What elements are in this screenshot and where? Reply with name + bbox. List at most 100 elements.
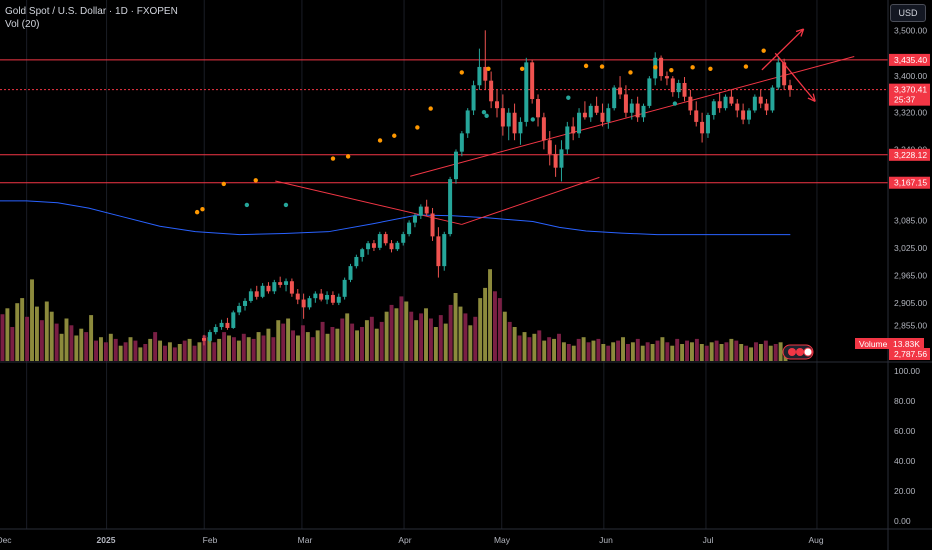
price-tick-label: 3,500.00	[894, 25, 927, 35]
volume-bar	[709, 342, 714, 361]
volume-bar	[394, 308, 399, 361]
volume-bar	[79, 328, 84, 361]
volume-bar	[59, 333, 64, 361]
signal-dot	[481, 110, 487, 115]
volume-bar	[680, 344, 685, 361]
candle	[266, 282, 271, 294]
signal-dot	[330, 156, 336, 161]
volume-bar	[497, 298, 502, 361]
volume-bar	[54, 323, 59, 361]
signal-dot	[415, 125, 420, 130]
currency-button[interactable]: USD	[890, 4, 926, 22]
arrow-line[interactable]	[774, 52, 816, 102]
candle	[401, 231, 406, 246]
candle	[336, 293, 341, 306]
candle	[207, 329, 212, 343]
volume-bar	[5, 308, 10, 361]
volume-bar	[355, 330, 360, 361]
volume-bar	[763, 340, 768, 361]
volume-bar	[773, 344, 778, 361]
volume-bar	[364, 320, 369, 361]
signal-dot	[194, 209, 200, 215]
candle	[418, 204, 423, 219]
volume-bar	[660, 337, 665, 361]
signal-dots	[194, 48, 766, 215]
projection-arrows[interactable]	[761, 28, 816, 102]
lower-tick-label: 60.00	[894, 426, 916, 436]
volume-bar	[473, 316, 478, 361]
price-tick-label: 2,905.00	[894, 298, 927, 308]
candle	[670, 76, 675, 97]
volume-bar	[507, 321, 512, 361]
volume-bar	[241, 333, 246, 361]
volume-bar	[419, 313, 424, 361]
volume-bar	[163, 345, 167, 361]
volume-bar	[586, 342, 591, 361]
volume-bar	[493, 291, 497, 361]
volume-bar	[650, 344, 655, 361]
volume-bar	[517, 335, 522, 361]
volume-bar	[128, 337, 133, 361]
volume-bar	[754, 342, 758, 361]
volume-bar	[197, 342, 202, 361]
volume-bar	[414, 320, 419, 361]
volume-bar	[379, 321, 384, 361]
candle	[512, 103, 517, 141]
time-tick-label: Mar	[298, 535, 313, 545]
arrow-line[interactable]	[761, 28, 805, 71]
volume-bar	[635, 338, 640, 361]
candle	[325, 291, 330, 305]
price-label	[889, 176, 930, 189]
candle	[729, 89, 734, 106]
candle	[623, 85, 628, 118]
volume-bar	[330, 327, 335, 361]
volume-bar	[468, 325, 473, 361]
candle	[664, 71, 669, 86]
replay-marker[interactable]	[782, 344, 814, 360]
symbol-title[interactable]: Gold Spot / U.S. Dollar · 1D · FXOPEN	[5, 6, 178, 17]
lower-tick-label: 20.00	[894, 486, 916, 496]
signal-dot	[708, 66, 713, 71]
candle	[289, 278, 294, 297]
lower-tick-label: 0.00	[894, 516, 911, 526]
signal-dot	[428, 106, 433, 111]
candle	[360, 247, 365, 262]
volume-indicator-legend[interactable]: Vol (20)	[5, 19, 40, 30]
volume-bar	[596, 338, 601, 361]
candle	[489, 71, 494, 109]
signal-dot	[253, 178, 258, 183]
candle	[588, 103, 593, 122]
candle	[559, 140, 564, 182]
volume-bar	[207, 337, 212, 361]
volume-bar	[320, 321, 325, 361]
volume-bar	[325, 333, 330, 361]
signal-dot	[200, 207, 205, 212]
signal-dot	[669, 68, 674, 73]
volume-bar	[433, 327, 438, 361]
volume-bar	[655, 340, 660, 361]
trendline[interactable]	[461, 176, 600, 225]
volume-bar	[99, 337, 103, 361]
candle	[536, 94, 541, 127]
candle	[530, 59, 535, 104]
volume-bar	[182, 340, 187, 361]
signal-dot	[583, 63, 589, 69]
candle	[243, 298, 248, 311]
lower-axis[interactable]: 100.00 80.00 60.00 40.00 20.00 0.00	[894, 366, 920, 526]
volume-bar	[335, 328, 340, 361]
volume-bar	[630, 342, 635, 361]
price-label-text: 2,787.56	[894, 349, 927, 359]
time-axis[interactable]: Dec 2025 Feb Mar Apr May Jun Jul Aug	[0, 535, 824, 545]
candle	[278, 276, 283, 288]
candle	[717, 92, 722, 113]
horizontal-levels[interactable]	[0, 59, 888, 184]
price-tick-label: 2,965.00	[894, 270, 927, 280]
volume-bar	[49, 311, 54, 361]
candle	[342, 277, 347, 300]
candle	[788, 79, 792, 97]
volume-bar	[69, 325, 74, 361]
signal-dot	[690, 65, 695, 70]
volume-bar	[360, 327, 364, 361]
candle	[453, 149, 458, 184]
